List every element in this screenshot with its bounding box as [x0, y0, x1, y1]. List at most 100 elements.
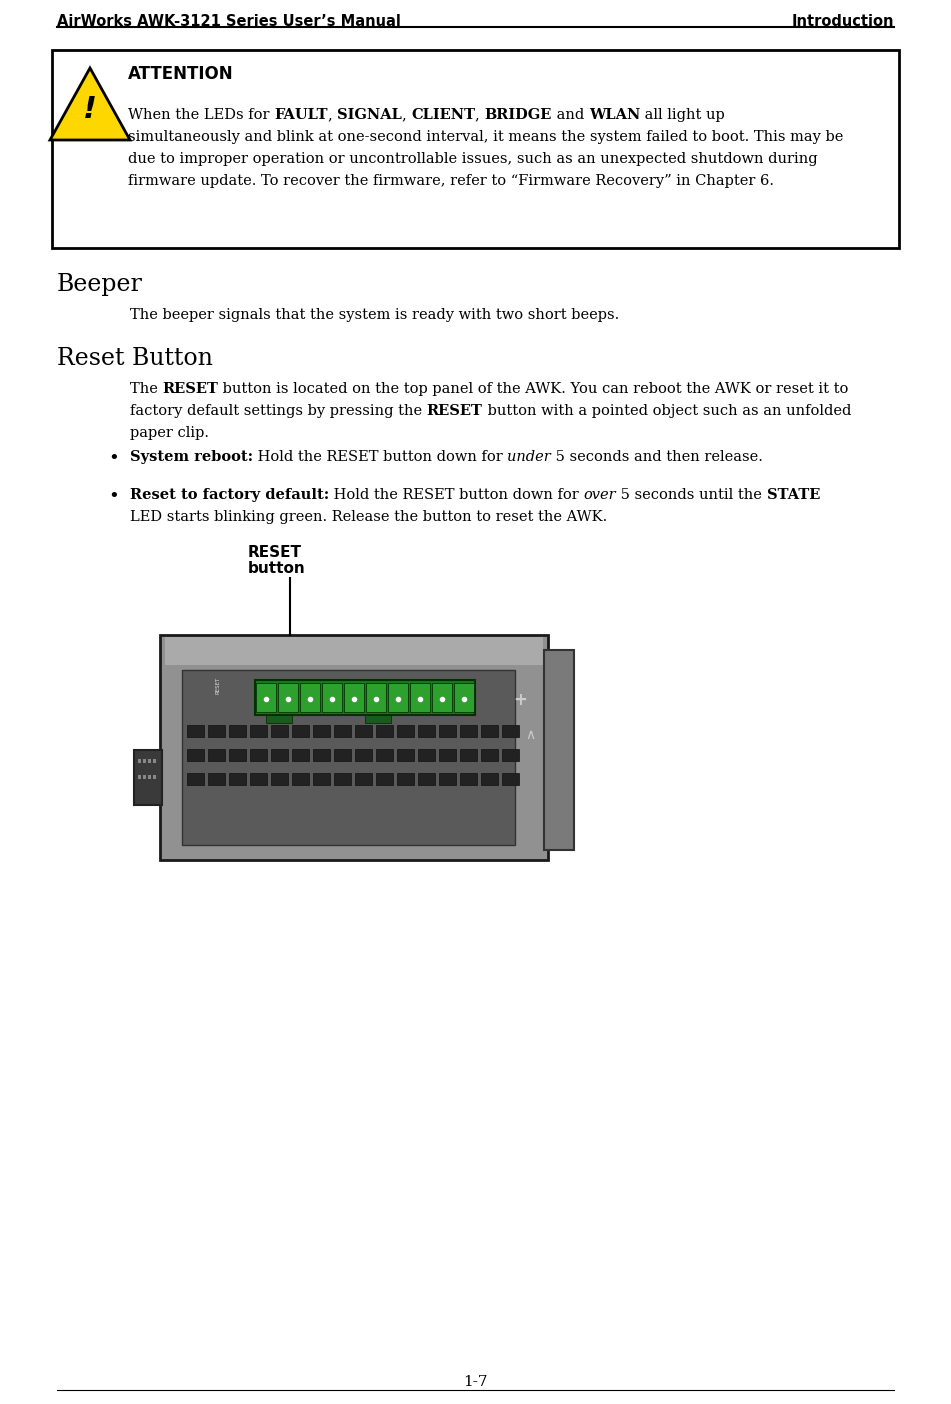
- Bar: [187, 724, 204, 737]
- Bar: [502, 774, 519, 785]
- Text: all light up: all light up: [640, 108, 725, 122]
- Bar: [322, 682, 342, 712]
- Bar: [502, 724, 519, 737]
- Bar: [344, 682, 364, 712]
- Text: paper clip.: paper clip.: [130, 425, 209, 439]
- Bar: [229, 748, 246, 761]
- Text: WLAN: WLAN: [589, 108, 640, 122]
- Text: !: !: [83, 95, 97, 125]
- Text: Reset to factory default:: Reset to factory default:: [130, 489, 329, 503]
- Text: simultaneously and blink at one-second interval, it means the system failed to b: simultaneously and blink at one-second i…: [128, 131, 844, 145]
- Bar: [365, 715, 392, 723]
- Text: ATTENTION: ATTENTION: [128, 65, 234, 83]
- Bar: [292, 748, 309, 761]
- Text: The: The: [130, 382, 163, 396]
- Text: 5 seconds and then release.: 5 seconds and then release.: [552, 451, 763, 463]
- Bar: [153, 760, 156, 762]
- Bar: [138, 760, 141, 762]
- Bar: [460, 748, 477, 761]
- Bar: [208, 774, 225, 785]
- Text: factory default settings by pressing the: factory default settings by pressing the: [130, 404, 427, 418]
- Text: When the LEDs for: When the LEDs for: [128, 108, 274, 122]
- Text: RESET: RESET: [427, 404, 482, 418]
- Bar: [355, 748, 372, 761]
- Text: FAULT: FAULT: [274, 108, 328, 122]
- Bar: [410, 682, 430, 712]
- Text: 5 seconds until the: 5 seconds until the: [616, 489, 767, 503]
- Bar: [292, 724, 309, 737]
- Text: SIGNAL: SIGNAL: [337, 108, 402, 122]
- Bar: [544, 650, 574, 849]
- Text: LED starts blinking green. Release the button to reset the AWK.: LED starts blinking green. Release the b…: [130, 510, 608, 524]
- Bar: [187, 748, 204, 761]
- Text: BRIDGE: BRIDGE: [485, 108, 552, 122]
- Text: STATE: STATE: [767, 489, 820, 503]
- Bar: [418, 774, 435, 785]
- Text: button: button: [248, 562, 306, 576]
- Text: RESET: RESET: [163, 382, 219, 396]
- Bar: [397, 724, 414, 737]
- Bar: [255, 680, 475, 715]
- Bar: [148, 775, 151, 779]
- Bar: [481, 724, 498, 737]
- Bar: [153, 775, 156, 779]
- Bar: [143, 775, 146, 779]
- Text: button is located on the top panel of the AWK. You can reboot the AWK or reset i: button is located on the top panel of th…: [219, 382, 848, 396]
- Bar: [250, 774, 267, 785]
- Bar: [229, 774, 246, 785]
- Bar: [134, 750, 162, 804]
- Bar: [271, 774, 288, 785]
- Bar: [278, 682, 298, 712]
- Text: and: and: [552, 108, 589, 122]
- Bar: [460, 724, 477, 737]
- Text: over: over: [584, 489, 616, 503]
- Bar: [439, 774, 456, 785]
- Bar: [187, 774, 204, 785]
- Bar: [502, 748, 519, 761]
- Text: ,: ,: [476, 108, 485, 122]
- Bar: [397, 748, 414, 761]
- Text: RESET: RESET: [248, 545, 302, 560]
- Bar: [250, 748, 267, 761]
- Bar: [439, 748, 456, 761]
- Text: AirWorks AWK-3121 Series User’s Manual: AirWorks AWK-3121 Series User’s Manual: [57, 14, 401, 29]
- Bar: [256, 682, 276, 712]
- Text: •: •: [108, 489, 119, 505]
- Bar: [208, 748, 225, 761]
- Text: Introduction: Introduction: [791, 14, 894, 29]
- Bar: [182, 670, 515, 845]
- Bar: [418, 724, 435, 737]
- Text: Hold the RESET button down for: Hold the RESET button down for: [329, 489, 584, 503]
- Bar: [313, 748, 330, 761]
- Text: Reset Button: Reset Button: [57, 347, 213, 371]
- Text: CLIENT: CLIENT: [411, 108, 476, 122]
- Bar: [334, 774, 351, 785]
- Text: ,: ,: [402, 108, 411, 122]
- Bar: [271, 724, 288, 737]
- Text: System reboot:: System reboot:: [130, 451, 253, 463]
- Bar: [208, 724, 225, 737]
- Bar: [334, 748, 351, 761]
- Bar: [143, 760, 146, 762]
- Text: RESET: RESET: [215, 677, 220, 694]
- Bar: [160, 635, 548, 861]
- Text: Hold the RESET button down for: Hold the RESET button down for: [253, 451, 508, 463]
- Bar: [376, 724, 393, 737]
- Bar: [313, 774, 330, 785]
- Text: due to improper operation or uncontrollable issues, such as an unexpected shutdo: due to improper operation or uncontrolla…: [128, 152, 818, 166]
- Bar: [376, 748, 393, 761]
- Bar: [366, 682, 386, 712]
- Bar: [376, 774, 393, 785]
- Bar: [439, 724, 456, 737]
- Text: 1-7: 1-7: [463, 1375, 488, 1389]
- Bar: [460, 774, 477, 785]
- Bar: [454, 682, 474, 712]
- Text: ∧: ∧: [525, 729, 535, 741]
- Bar: [266, 715, 292, 723]
- Bar: [271, 748, 288, 761]
- Bar: [432, 682, 452, 712]
- Bar: [313, 724, 330, 737]
- Text: firmware update. To recover the firmware, refer to “Firmware Recovery” in Chapte: firmware update. To recover the firmware…: [128, 174, 774, 188]
- Text: under: under: [508, 451, 552, 463]
- Bar: [300, 682, 320, 712]
